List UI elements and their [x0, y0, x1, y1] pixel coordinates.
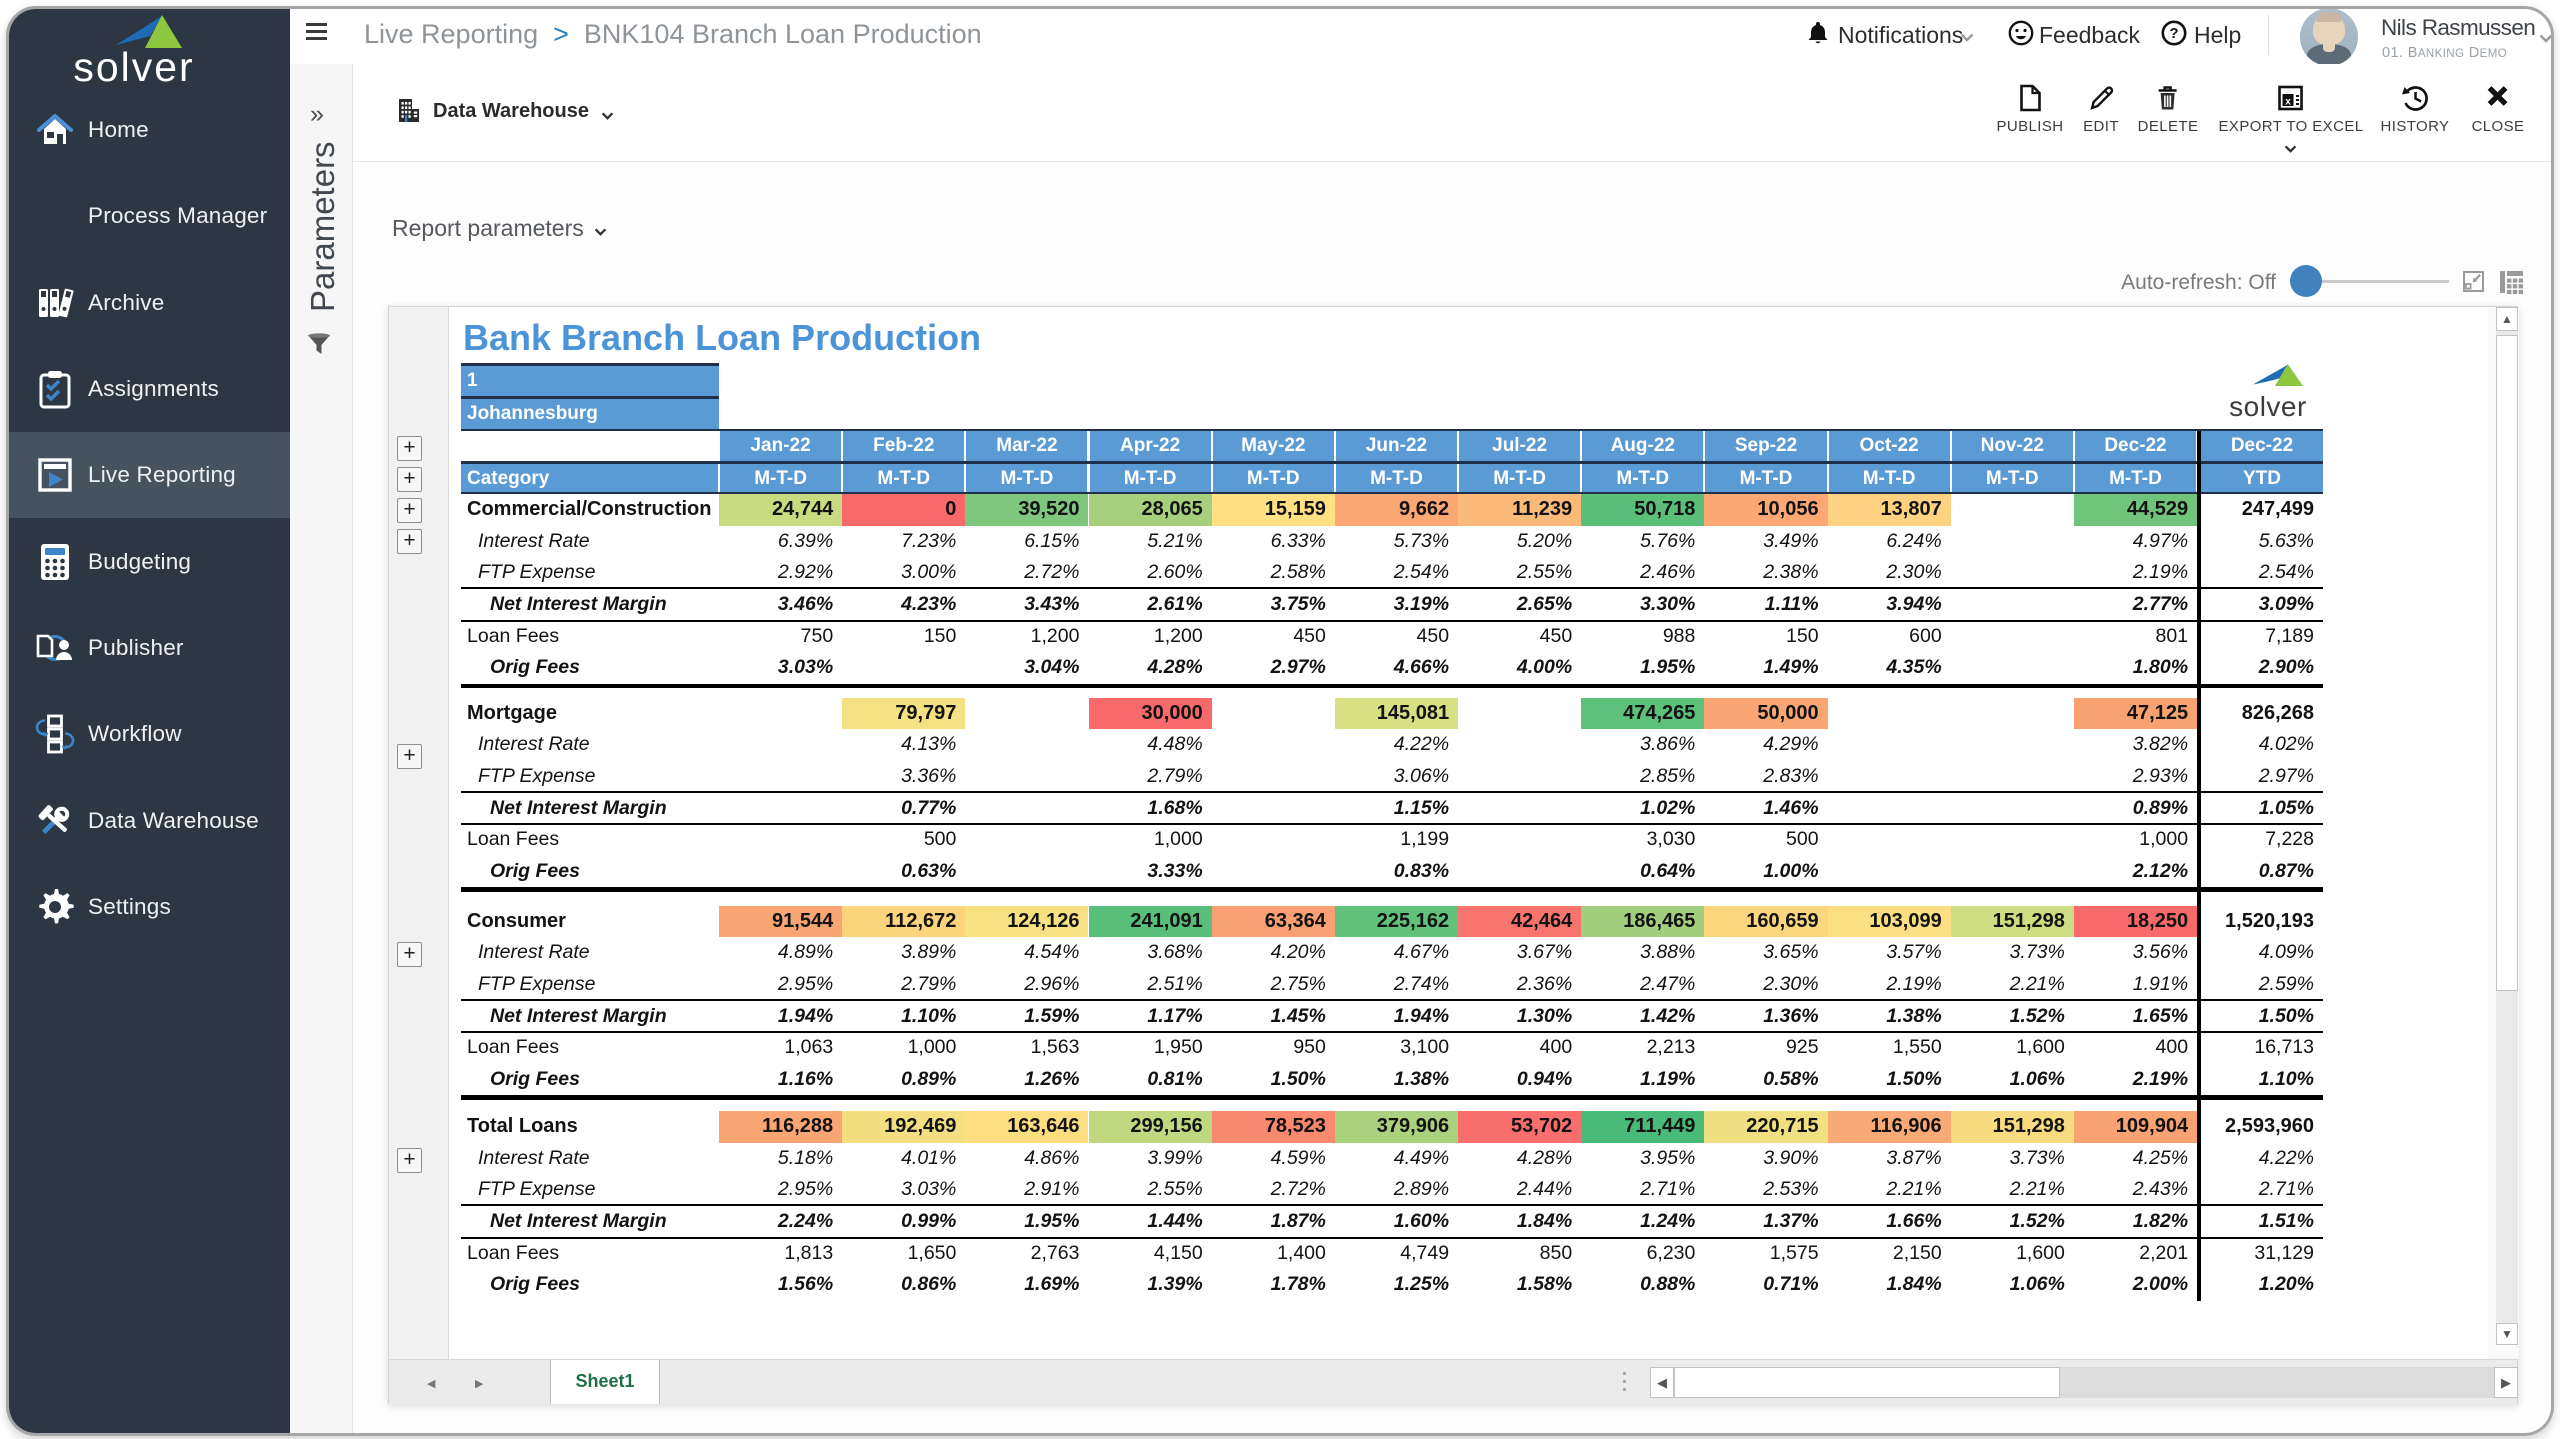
svg-text:?: ?: [2169, 25, 2178, 42]
svg-text:x: x: [2286, 97, 2292, 108]
